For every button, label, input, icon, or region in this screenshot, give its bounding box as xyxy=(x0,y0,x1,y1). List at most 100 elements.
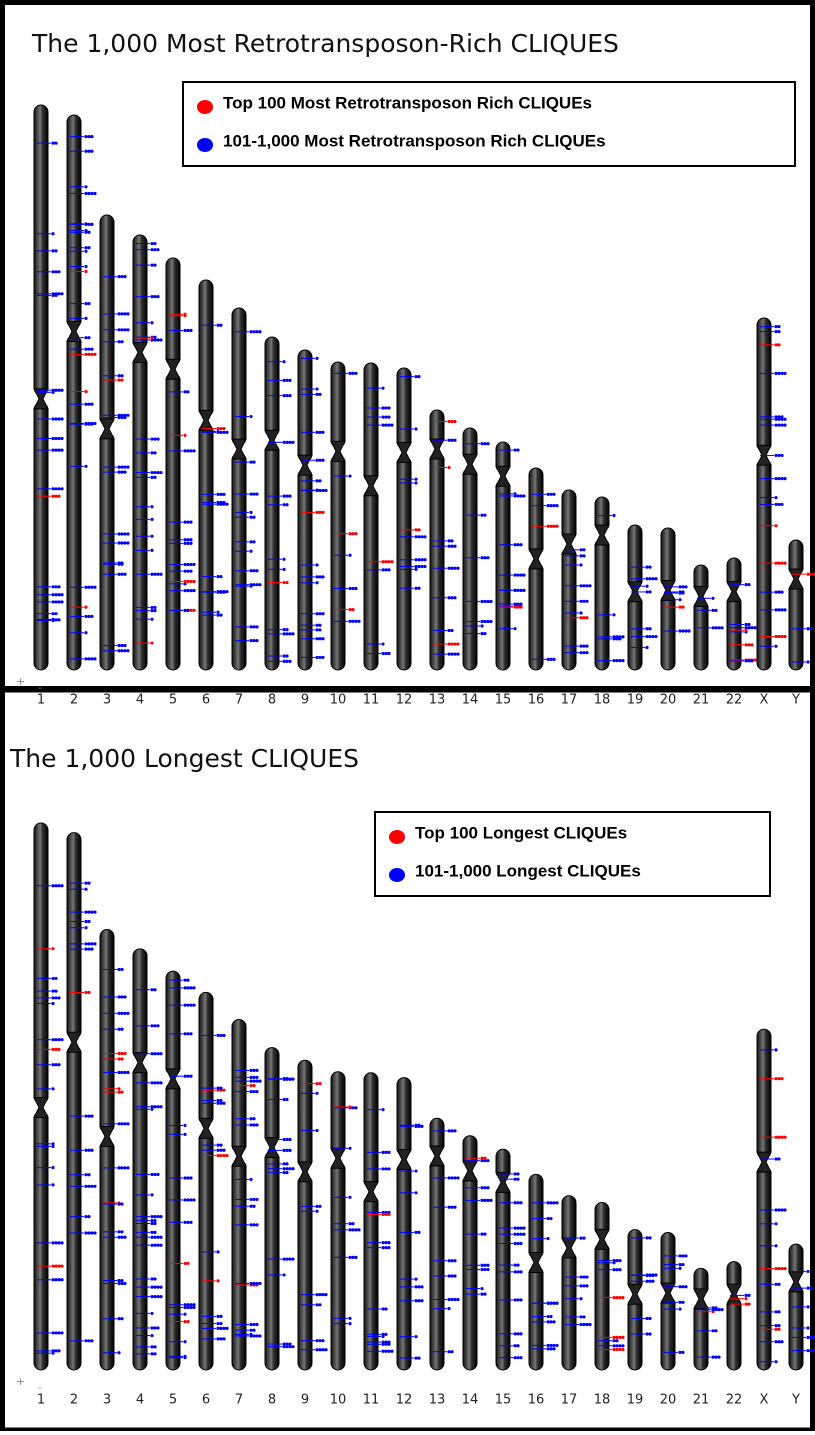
clique-marker xyxy=(249,639,252,642)
clique-marker xyxy=(84,135,87,138)
clique-marker xyxy=(51,585,54,588)
clique-marker xyxy=(252,625,255,628)
clique-marker xyxy=(318,624,321,627)
clique-marker xyxy=(579,548,582,551)
clique-marker xyxy=(216,1149,219,1152)
clique-marker xyxy=(585,584,588,587)
clique-marker xyxy=(612,1261,615,1264)
clique-marker xyxy=(150,549,153,552)
clique-marker xyxy=(186,979,189,982)
clique-marker xyxy=(453,1259,456,1262)
clique-marker xyxy=(282,1077,285,1080)
clique-marker xyxy=(747,626,750,629)
chromosome xyxy=(562,1196,592,1370)
chromosome xyxy=(430,410,460,670)
clique-marker xyxy=(219,431,222,434)
clique-marker xyxy=(417,1299,420,1302)
clique-marker xyxy=(384,1350,387,1353)
clique-marker xyxy=(93,586,96,589)
clique-marker xyxy=(774,477,777,480)
chromosome xyxy=(628,1230,658,1370)
clique-marker xyxy=(216,1154,219,1157)
clique-marker xyxy=(384,1340,387,1343)
clique-marker xyxy=(809,1349,812,1352)
clique-marker xyxy=(285,495,288,498)
clique-marker xyxy=(555,504,558,507)
clique-marker xyxy=(123,995,126,998)
centromere xyxy=(757,1152,771,1172)
clique-marker xyxy=(117,563,120,566)
clique-marker xyxy=(648,1236,651,1239)
chromosome-arm xyxy=(694,601,708,671)
clique-marker xyxy=(117,1166,120,1169)
clique-marker xyxy=(513,1172,516,1175)
clique-marker xyxy=(60,1278,63,1281)
clique-marker xyxy=(450,1129,453,1132)
clique-marker xyxy=(153,1105,156,1108)
clique-marker xyxy=(117,466,120,469)
clique-marker xyxy=(546,1302,549,1305)
clique-marker xyxy=(255,1223,258,1226)
clique-marker xyxy=(51,1183,54,1186)
clique-marker xyxy=(120,1012,123,1015)
clique-marker xyxy=(783,418,786,421)
clique-marker xyxy=(255,330,258,333)
chromosome xyxy=(529,468,559,670)
clique-marker xyxy=(417,1356,420,1359)
clique-marker xyxy=(414,587,417,590)
clique-marker xyxy=(489,1199,492,1202)
clique-marker xyxy=(318,1303,321,1306)
clique-marker xyxy=(318,575,321,578)
clique-marker xyxy=(285,1171,288,1174)
clique-marker xyxy=(153,248,156,251)
clique-marker xyxy=(711,1308,714,1311)
clique-marker xyxy=(255,1080,258,1083)
clique-marker xyxy=(192,563,195,566)
clique-marker xyxy=(744,1297,747,1300)
clique-marker xyxy=(120,995,123,998)
clique-marker xyxy=(585,645,588,648)
chromosome xyxy=(100,215,130,670)
chromosome xyxy=(331,362,361,670)
clique-marker xyxy=(84,657,87,660)
page: {"panels": [ {"title": "The 1,000 Most R… xyxy=(0,0,815,1431)
clique-marker xyxy=(648,590,651,593)
clique-marker xyxy=(579,616,582,619)
clique-marker xyxy=(156,1024,159,1027)
clique-marker xyxy=(156,1081,159,1084)
clique-marker xyxy=(219,1322,222,1325)
clique-marker xyxy=(282,628,285,631)
clique-marker xyxy=(288,394,291,397)
clique-marker xyxy=(192,609,195,612)
clique-marker xyxy=(159,1285,162,1288)
clique-marker xyxy=(645,585,648,588)
clique-marker xyxy=(552,1201,555,1204)
clique-marker xyxy=(513,589,516,592)
clique-marker xyxy=(519,494,522,497)
clique-marker xyxy=(447,1298,450,1301)
clique-marker xyxy=(150,1231,153,1234)
centromere xyxy=(463,454,477,474)
clique-marker xyxy=(774,1310,777,1313)
clique-marker xyxy=(717,1356,720,1359)
clique-marker xyxy=(57,1265,60,1268)
clique-marker xyxy=(60,437,63,440)
clique-marker xyxy=(618,637,621,640)
clique-marker xyxy=(486,1186,489,1189)
clique-marker xyxy=(809,627,812,630)
clique-marker xyxy=(480,600,483,603)
clique-marker xyxy=(84,1185,87,1188)
clique-marker xyxy=(189,538,192,541)
clique-marker xyxy=(546,1217,549,1220)
clique-marker xyxy=(54,612,57,615)
clique-marker xyxy=(516,1201,519,1204)
clique-marker xyxy=(183,1133,186,1136)
clique-marker xyxy=(51,249,54,252)
panel: Top 100 Most Retrotransposon Rich CLIQUE… xyxy=(16,82,815,708)
chromosome-arm xyxy=(100,929,114,1132)
clique-marker xyxy=(282,1273,285,1276)
clique-marker xyxy=(282,379,285,382)
clique-marker xyxy=(57,1349,60,1352)
centromere xyxy=(430,439,444,459)
clique-marker xyxy=(585,1275,588,1278)
